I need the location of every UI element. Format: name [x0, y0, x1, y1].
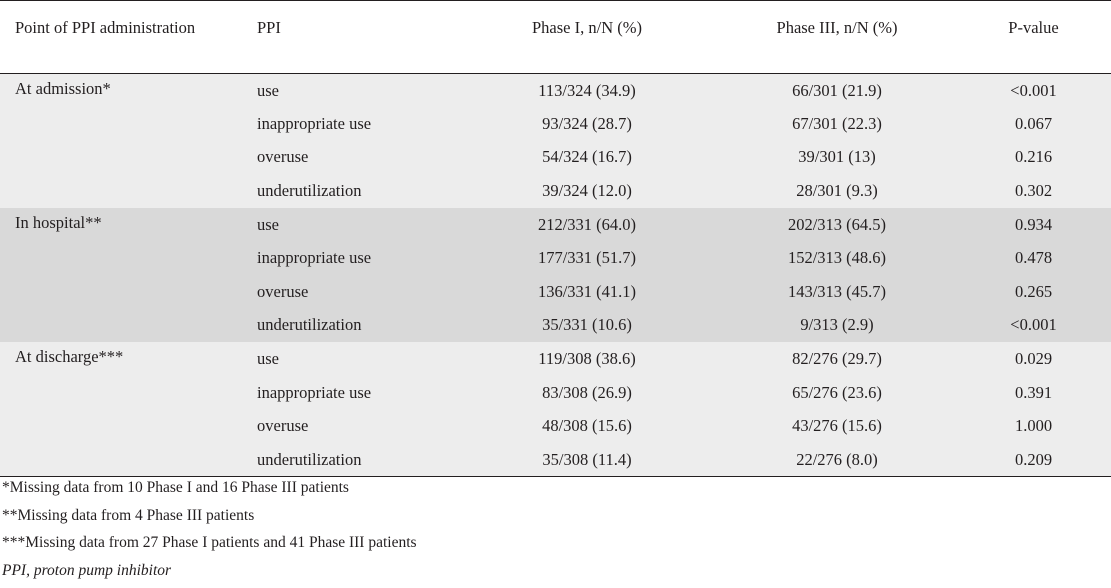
p-value-cell: 1.000: [962, 409, 1111, 443]
ppi-cell: underutilization: [242, 174, 462, 208]
ppi-cell: use: [242, 74, 462, 108]
phase-3-cell: 202/313 (64.5): [712, 208, 962, 242]
group-label: At discharge***: [0, 342, 242, 476]
p-value-cell: 0.302: [962, 174, 1111, 208]
header-phase-3: Phase III, n/N (%): [712, 1, 962, 74]
table-header: Point of PPI administration PPI Phase I,…: [0, 1, 1111, 74]
p-value-cell: <0.001: [962, 309, 1111, 343]
group-at-admission: At admission* use 113/324 (34.9) 66/301 …: [0, 74, 1111, 208]
p-value-cell: 0.265: [962, 275, 1111, 309]
phase-1-cell: 54/324 (16.7): [462, 141, 712, 175]
ppi-cell: overuse: [242, 141, 462, 175]
abbreviation-note: PPI, proton pump inhibitor: [2, 561, 417, 588]
ppi-cell: underutilization: [242, 443, 462, 477]
p-value-cell: 0.209: [962, 443, 1111, 477]
ppi-cell: overuse: [242, 409, 462, 443]
ppi-cell: overuse: [242, 275, 462, 309]
header-ppi: PPI: [242, 1, 462, 74]
p-value-cell: 0.478: [962, 241, 1111, 275]
p-value-cell: 0.934: [962, 208, 1111, 242]
phase-1-cell: 39/324 (12.0): [462, 174, 712, 208]
ppi-cell: use: [242, 208, 462, 242]
group-at-discharge: At discharge*** use 119/308 (38.6) 82/27…: [0, 342, 1111, 476]
ppi-cell: underutilization: [242, 309, 462, 343]
footnote-admission: *Missing data from 10 Phase I and 16 Pha…: [2, 478, 417, 506]
phase-1-cell: 93/324 (28.7): [462, 107, 712, 141]
phase-1-cell: 48/308 (15.6): [462, 409, 712, 443]
ppi-cell: inappropriate use: [242, 241, 462, 275]
footnote-hospital: **Missing data from 4 Phase III patients: [2, 506, 417, 534]
table-row: In hospital** use 212/331 (64.0) 202/313…: [0, 208, 1111, 242]
ppi-cell: use: [242, 342, 462, 376]
phase-3-cell: 143/313 (45.7): [712, 275, 962, 309]
phase-1-cell: 136/331 (41.1): [462, 275, 712, 309]
p-value-cell: <0.001: [962, 74, 1111, 108]
footnote-discharge: ***Missing data from 27 Phase I patients…: [2, 533, 417, 561]
phase-1-cell: 119/308 (38.6): [462, 342, 712, 376]
header-point-of-administration: Point of PPI administration: [0, 1, 242, 74]
ppi-cell: inappropriate use: [242, 376, 462, 410]
header-phase-1: Phase I, n/N (%): [462, 1, 712, 74]
phase-3-cell: 28/301 (9.3): [712, 174, 962, 208]
phase-3-cell: 82/276 (29.7): [712, 342, 962, 376]
phase-3-cell: 66/301 (21.9): [712, 74, 962, 108]
table-footnotes: *Missing data from 10 Phase I and 16 Pha…: [2, 478, 417, 588]
phase-3-cell: 65/276 (23.6): [712, 376, 962, 410]
p-value-cell: 0.216: [962, 141, 1111, 175]
p-value-cell: 0.029: [962, 342, 1111, 376]
phase-1-cell: 113/324 (34.9): [462, 74, 712, 108]
phase-1-cell: 212/331 (64.0): [462, 208, 712, 242]
phase-1-cell: 35/331 (10.6): [462, 309, 712, 343]
table-row: At discharge*** use 119/308 (38.6) 82/27…: [0, 342, 1111, 376]
phase-3-cell: 152/313 (48.6): [712, 241, 962, 275]
group-in-hospital: In hospital** use 212/331 (64.0) 202/313…: [0, 208, 1111, 342]
table-row: At admission* use 113/324 (34.9) 66/301 …: [0, 74, 1111, 108]
phase-3-cell: 22/276 (8.0): [712, 443, 962, 477]
header-p-value: P-value: [962, 1, 1111, 74]
phase-1-cell: 35/308 (11.4): [462, 443, 712, 477]
group-label: In hospital**: [0, 208, 242, 342]
phase-3-cell: 9/313 (2.9): [712, 309, 962, 343]
header-row: Point of PPI administration PPI Phase I,…: [0, 1, 1111, 74]
phase-3-cell: 39/301 (13): [712, 141, 962, 175]
ppi-cell: inappropriate use: [242, 107, 462, 141]
phase-3-cell: 67/301 (22.3): [712, 107, 962, 141]
p-value-cell: 0.067: [962, 107, 1111, 141]
phase-1-cell: 177/331 (51.7): [462, 241, 712, 275]
phase-3-cell: 43/276 (15.6): [712, 409, 962, 443]
group-label: At admission*: [0, 74, 242, 208]
p-value-cell: 0.391: [962, 376, 1111, 410]
phase-1-cell: 83/308 (26.9): [462, 376, 712, 410]
ppi-comparison-table: Point of PPI administration PPI Phase I,…: [0, 0, 1111, 477]
